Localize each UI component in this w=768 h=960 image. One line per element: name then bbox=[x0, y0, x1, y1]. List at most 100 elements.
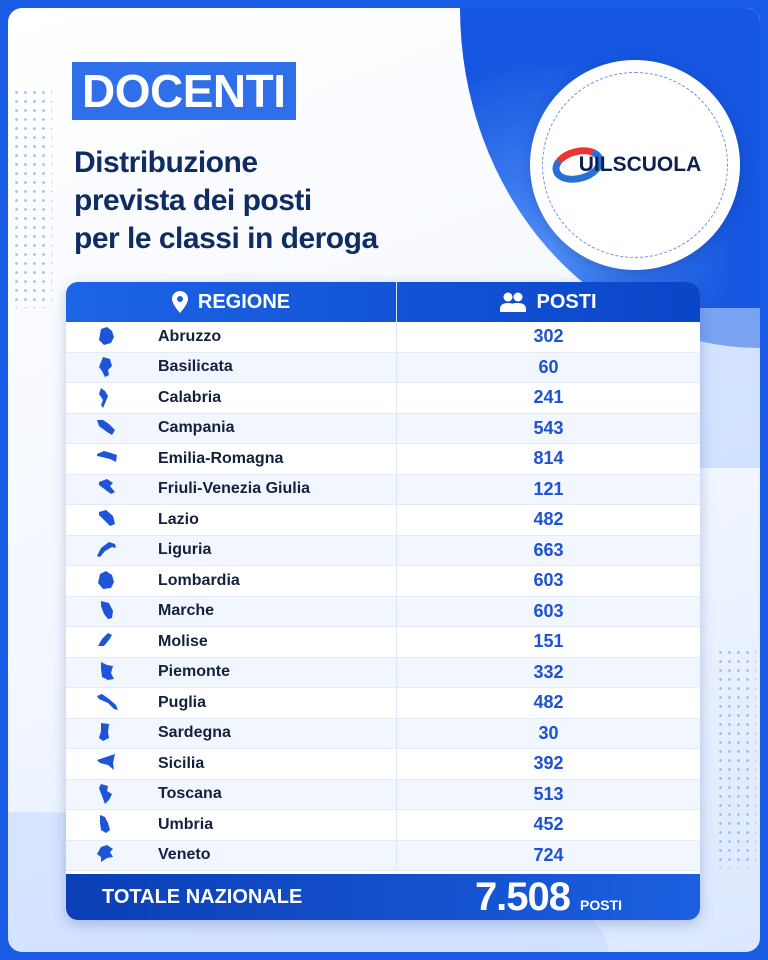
total-unit: POSTI bbox=[580, 896, 623, 913]
column-header-region: REGIONE bbox=[66, 282, 397, 322]
table-row: Molise 151 bbox=[66, 627, 700, 658]
posts-value: 452 bbox=[533, 814, 564, 835]
region-map-icon bbox=[96, 753, 120, 774]
title-badge: DOCENTI bbox=[72, 62, 296, 120]
posts-value: 482 bbox=[533, 692, 564, 713]
region-cell: Emilia-Romagna bbox=[66, 444, 397, 474]
table-header: REGIONE POSTI bbox=[66, 282, 700, 322]
table-row: Marche 603 bbox=[66, 596, 700, 627]
region-map-icon bbox=[96, 540, 120, 560]
region-map-icon bbox=[96, 418, 120, 438]
region-map-icon bbox=[96, 357, 120, 378]
posts-value: 603 bbox=[533, 570, 564, 591]
total-label: TOTALE NAZIONALE bbox=[102, 885, 303, 908]
region-name: Lazio bbox=[158, 510, 199, 528]
table-body: Abruzzo 302 Basilicata 60 Calabria 241 Campani… bbox=[66, 322, 700, 871]
posts-value: 60 bbox=[538, 356, 559, 377]
posts-value: 513 bbox=[533, 783, 564, 804]
posts-value: 392 bbox=[533, 753, 564, 774]
region-name: Friuli-Venezia Giulia bbox=[158, 480, 311, 498]
total-value-cell: 7.508 POSTI bbox=[397, 875, 700, 920]
region-name: Marche bbox=[158, 602, 215, 620]
region-cell: Abruzzo bbox=[66, 322, 397, 352]
subtitle-line: Distribuzione bbox=[74, 146, 258, 179]
region-name: Abruzzo bbox=[158, 327, 222, 345]
table-row: Lazio 482 bbox=[66, 505, 700, 536]
region-map-icon bbox=[96, 662, 120, 682]
region-name: Molise bbox=[158, 632, 208, 650]
subtitle-line: prevista dei posti bbox=[74, 184, 312, 217]
region-map-icon bbox=[96, 814, 120, 835]
table-row: Campania 543 bbox=[66, 413, 700, 444]
region-cell: Lazio bbox=[66, 505, 397, 535]
region-name: Lombardia bbox=[158, 571, 240, 589]
posts-value: 302 bbox=[533, 326, 564, 347]
posts-value: 332 bbox=[533, 661, 564, 682]
region-map-icon bbox=[96, 723, 120, 743]
region-name: Liguria bbox=[158, 541, 212, 559]
region-cell: Sardegna bbox=[66, 718, 397, 748]
posts-value: 151 bbox=[533, 631, 564, 652]
region-name: Campania bbox=[158, 419, 235, 437]
posts-value: 482 bbox=[533, 509, 564, 530]
table-row: Basilicata 60 bbox=[66, 352, 700, 383]
table-row: Abruzzo 302 bbox=[66, 322, 700, 353]
posts-value: 814 bbox=[533, 448, 564, 469]
region-map-icon bbox=[96, 784, 120, 805]
region-cell: Lombardia bbox=[66, 566, 397, 596]
region-cell: Veneto bbox=[66, 840, 397, 870]
region-map-icon bbox=[96, 449, 120, 469]
table-row: Liguria 663 bbox=[66, 535, 700, 566]
region-map-icon bbox=[96, 509, 120, 530]
total-row: TOTALE NAZIONALE 7.508 POSTI bbox=[66, 874, 700, 920]
table-row: Puglia 482 bbox=[66, 688, 700, 719]
logo-text: UILSCUOLA bbox=[578, 153, 702, 176]
region-cell: Campania bbox=[66, 413, 397, 443]
region-header-label: REGIONE bbox=[197, 290, 291, 313]
map-pin-icon bbox=[171, 291, 188, 313]
posts-value: 543 bbox=[533, 417, 564, 438]
region-name: Sardegna bbox=[158, 724, 231, 742]
region-cell: Basilicata bbox=[66, 352, 397, 382]
uilscuola-logo: UILSCUOLA bbox=[530, 60, 740, 270]
region-map-icon bbox=[96, 570, 120, 591]
region-cell: Sicilia bbox=[66, 749, 397, 779]
table-row: Friuli-Venezia Giulia 121 bbox=[66, 474, 700, 505]
region-cell: Toscana bbox=[66, 779, 397, 809]
subtitle: Distribuzione prevista dei posti per le … bbox=[74, 144, 378, 258]
region-map-icon bbox=[96, 387, 120, 408]
posts-header-label: POSTI bbox=[536, 290, 597, 313]
region-cell: Friuli-Venezia Giulia bbox=[66, 474, 397, 504]
region-name: Sicilia bbox=[158, 754, 205, 772]
table-row: Umbria 452 bbox=[66, 810, 700, 841]
users-icon bbox=[500, 292, 527, 312]
subtitle-line: per le classi in deroga bbox=[74, 222, 378, 255]
posts-table: REGIONE POSTI Abruzzo 302 Basilicata 60 Cala… bbox=[66, 282, 700, 920]
region-name: Umbria bbox=[158, 815, 214, 833]
region-map-icon bbox=[96, 693, 120, 713]
region-name: Puglia bbox=[158, 693, 207, 711]
column-header-posts: POSTI bbox=[397, 282, 700, 322]
region-map-icon bbox=[96, 632, 120, 652]
table-row: Veneto 724 bbox=[66, 840, 700, 871]
region-name: Toscana bbox=[158, 785, 222, 803]
posts-value: 663 bbox=[533, 539, 564, 560]
region-name: Basilicata bbox=[158, 358, 233, 376]
region-cell: Calabria bbox=[66, 383, 397, 413]
total-value: 7.508 bbox=[474, 874, 571, 919]
table-row: Piemonte 332 bbox=[66, 657, 700, 688]
posts-value: 603 bbox=[533, 600, 564, 621]
posts-value: 724 bbox=[533, 844, 564, 865]
decorative-dots bbox=[716, 648, 756, 868]
posts-value: 121 bbox=[533, 478, 564, 499]
posts-value: 30 bbox=[538, 722, 559, 743]
region-name: Emilia-Romagna bbox=[158, 449, 284, 467]
region-map-icon bbox=[96, 479, 120, 499]
region-cell: Piemonte bbox=[66, 657, 397, 687]
table-row: Calabria 241 bbox=[66, 383, 700, 414]
region-cell: Liguria bbox=[66, 535, 397, 565]
table-row: Sicilia 392 bbox=[66, 749, 700, 780]
region-cell: Puglia bbox=[66, 688, 397, 718]
posts-value: 241 bbox=[533, 387, 564, 408]
region-cell: Umbria bbox=[66, 810, 397, 840]
